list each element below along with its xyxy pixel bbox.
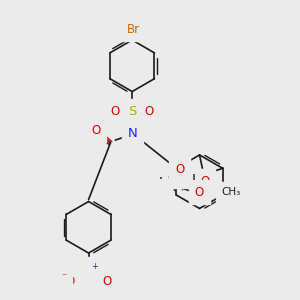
Text: O: O	[65, 275, 74, 288]
Text: N: N	[84, 264, 93, 278]
Text: S: S	[128, 105, 136, 118]
Text: CH₃: CH₃	[168, 173, 187, 183]
Text: O: O	[195, 185, 204, 199]
Text: O: O	[91, 124, 100, 137]
Text: O: O	[144, 105, 154, 118]
Text: O: O	[103, 275, 112, 288]
Text: ⁻: ⁻	[61, 272, 66, 282]
Text: O: O	[200, 175, 210, 188]
Text: CH₃: CH₃	[221, 187, 240, 197]
Text: O: O	[111, 105, 120, 118]
Text: N: N	[127, 127, 137, 140]
Text: Br: Br	[127, 22, 140, 36]
Text: O: O	[175, 163, 184, 176]
Text: +: +	[91, 262, 98, 272]
